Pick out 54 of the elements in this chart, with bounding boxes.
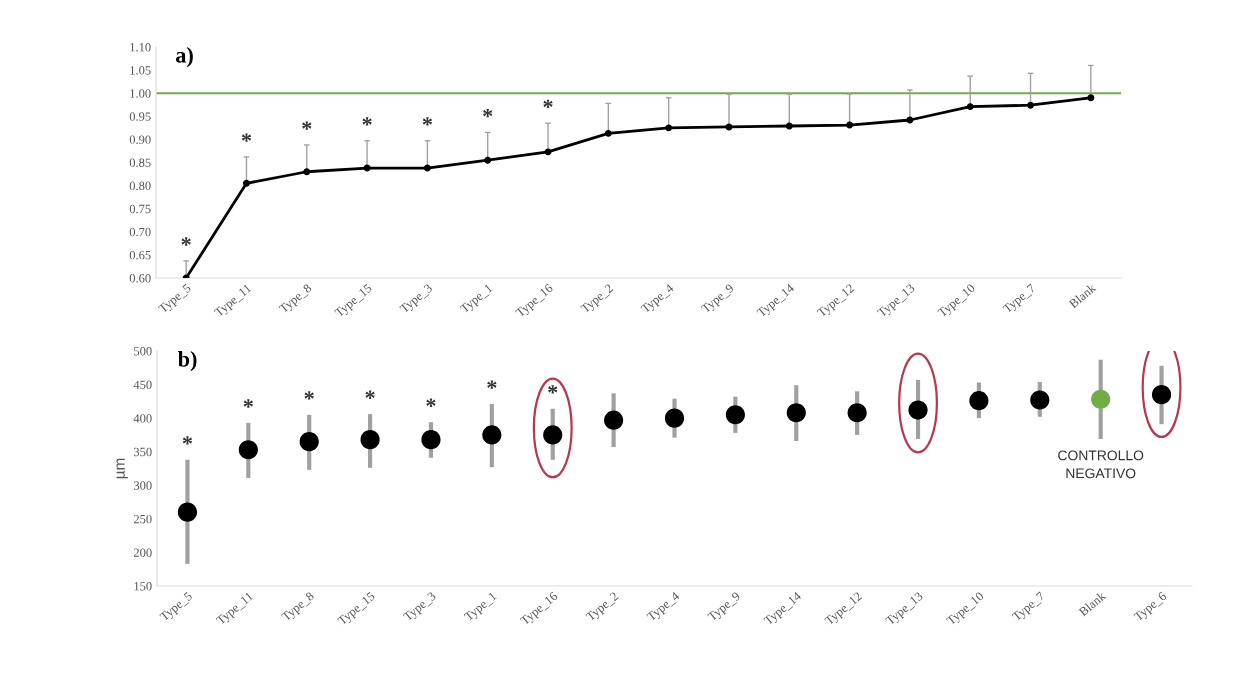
point [360,430,380,450]
point [969,391,989,411]
point [238,440,258,460]
y-tick-label: 450 [133,380,152,390]
point [786,403,806,423]
point [847,403,867,423]
y-tick-label: 200 [133,548,152,557]
annotation: * [422,117,433,126]
annotation: * [543,99,553,109]
y-tick-label: 0.75 [129,204,151,214]
y-tick-label: 0.70 [129,227,151,237]
chart-title: b) [177,351,197,372]
y-tick-label: 0.95 [129,112,151,121]
y-tick-label: 500 [134,347,152,356]
y-tick-label: 1.10 [130,43,151,52]
point [299,432,319,452]
y-tick-label: 400 [133,414,152,423]
annotation: * [304,391,314,400]
annotation: * [182,436,193,445]
annotation: CONTROLLO NEGATIVO [1058,450,1144,479]
annotation: * [302,121,312,130]
point [1151,385,1172,405]
point [725,405,745,425]
annotation: * [548,385,558,394]
annotation: * [243,399,253,408]
y-tick-label: 0.85 [129,158,151,168]
annotation: * [487,380,497,389]
point [177,502,198,522]
annotation: * [483,108,493,118]
chart-title: a) [176,47,193,68]
point [1030,390,1050,410]
annotation: * [241,133,252,142]
y-tick-label: 0.90 [129,135,151,144]
annotation: * [426,398,436,407]
annotation: * [362,117,372,126]
y-tick-label: 0.65 [129,250,151,260]
point [543,425,563,445]
point [664,408,685,428]
y-tick-label: 250 [133,514,152,524]
y-tick-label: 0.80 [129,181,151,191]
y-tick-label: 0.60 [129,274,151,283]
annotation: * [181,237,191,246]
point [421,430,441,450]
point [908,400,928,420]
y-tick-label: 1.05 [130,66,151,75]
annotation: * [365,390,375,399]
point [482,425,502,445]
point [1091,389,1111,409]
y-tick-label: 1.00 [130,89,151,98]
y-tick-label: 300 [133,481,152,490]
y-axis-title: µm [116,458,128,479]
y-tick-label: 350 [133,447,152,457]
y-tick-label: 150 [134,582,152,591]
point [604,410,624,430]
